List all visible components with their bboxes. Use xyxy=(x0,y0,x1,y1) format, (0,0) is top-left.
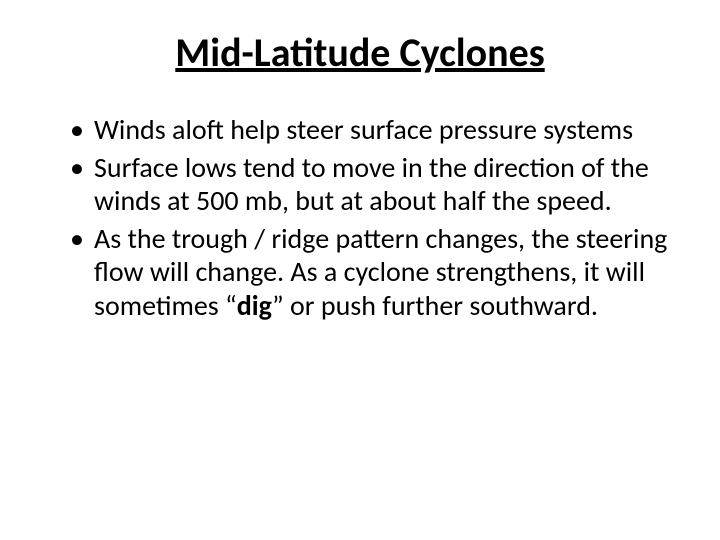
bullet-text-bold: dig xyxy=(237,288,272,323)
list-item: Surface lows tend to move in the directi… xyxy=(70,151,670,218)
slide: Mid-Latitude Cyclones Winds aloft help s… xyxy=(0,0,720,540)
bullet-text-post: ” or push further southward. xyxy=(272,288,598,323)
bullet-text: Winds aloft help steer surface pressure … xyxy=(94,112,633,147)
bullet-text: Surface lows tend to move in the directi… xyxy=(94,150,649,219)
bullet-list: Winds aloft help steer surface pressure … xyxy=(50,113,670,323)
list-item: As the trough / ridge pattern changes, t… xyxy=(70,222,670,323)
list-item: Winds aloft help steer surface pressure … xyxy=(70,113,670,147)
slide-title: Mid-Latitude Cyclones xyxy=(50,28,670,77)
